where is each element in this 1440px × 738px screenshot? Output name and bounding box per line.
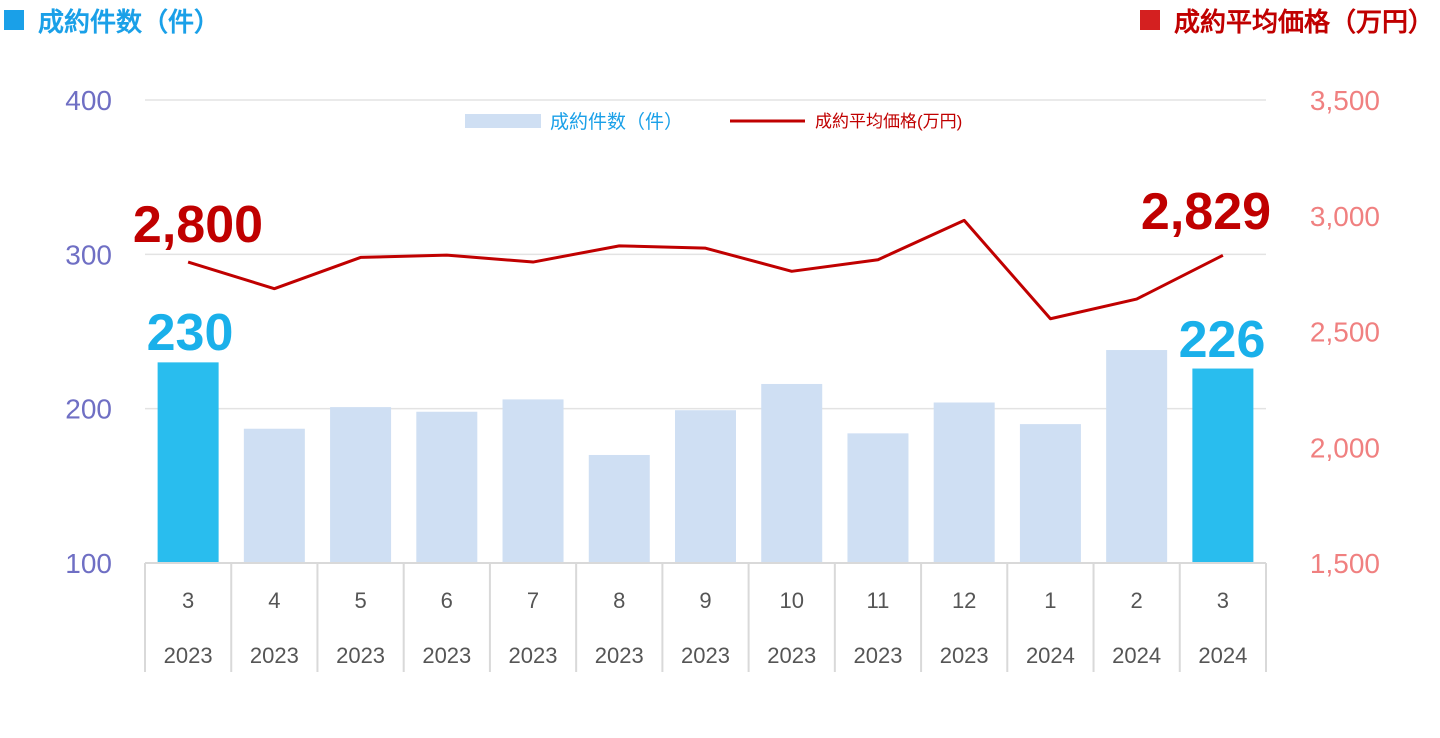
- x-tick-year: 2023: [422, 643, 471, 668]
- data-labels: 230 226 2,800 2,829: [133, 183, 1271, 369]
- x-axis: 3 2023 4 2023 5 2023 6 2023 7 2023 8 2023 9 2023 10 202…: [144, 562, 1267, 672]
- bar: [416, 411, 478, 563]
- x-tick-year: 2024: [1112, 643, 1161, 668]
- x-tick-month: 1: [1044, 588, 1056, 613]
- left-axis-title: 成約件数（件）: [4, 0, 220, 40]
- label-price-first: 2,800: [133, 196, 263, 254]
- line-series: [187, 218, 1224, 321]
- label-count-first: 230: [147, 304, 234, 362]
- x-tick-month: 3: [182, 588, 194, 613]
- x-tick-month: 3: [1217, 588, 1229, 613]
- x-tick-month: 12: [952, 588, 976, 613]
- legend-bar-label: 成約件数（件）: [550, 111, 683, 133]
- legend-bar-swatch: [465, 114, 541, 128]
- x-tick-year: 2023: [767, 643, 816, 668]
- x-tick-year: 2023: [940, 643, 989, 668]
- x-tick-month: 5: [354, 588, 366, 613]
- bar: [1192, 368, 1254, 563]
- x-tick-month: 7: [527, 588, 539, 613]
- x-tick-year: 2023: [164, 643, 213, 668]
- left-tick-label: 200: [65, 394, 112, 425]
- bar: [330, 407, 392, 563]
- gridlines: [145, 99, 1266, 410]
- label-count-last: 226: [1179, 311, 1266, 369]
- right-axis: 1,500 2,000 2,500 3,000 3,500: [1310, 85, 1380, 579]
- bar: [933, 402, 995, 563]
- bar: [243, 428, 305, 563]
- x-tick-month: 11: [867, 588, 890, 613]
- x-tick-year: 2023: [250, 643, 299, 668]
- legend: 成約件数（件） 成約平均価格(万円): [465, 111, 962, 133]
- x-tick-month: 10: [779, 588, 803, 613]
- x-tick-year: 2023: [509, 643, 558, 668]
- x-tick-month: 6: [441, 588, 453, 613]
- right-axis-title: 成約平均価格（万円）: [1139, 0, 1434, 40]
- bar: [588, 454, 650, 563]
- x-tick-year: 2023: [595, 643, 644, 668]
- right-tick-label: 2,500: [1310, 317, 1380, 348]
- left-tick-label: 100: [65, 548, 112, 579]
- right-tick-label: 2,000: [1310, 432, 1380, 463]
- x-tick-month: 8: [613, 588, 625, 613]
- bar: [675, 410, 736, 563]
- right-tick-label: 1,500: [1310, 548, 1380, 579]
- bar: [502, 399, 564, 563]
- bar: [847, 433, 909, 563]
- x-tick-month: 9: [699, 588, 711, 613]
- left-legend-square: [4, 10, 24, 30]
- right-legend-square: [1139, 10, 1160, 30]
- x-tick-year: 2024: [1198, 643, 1247, 668]
- x-tick-year: 2023: [336, 643, 385, 668]
- x-tick-month: 2: [1131, 588, 1143, 613]
- bar-series: [157, 350, 1254, 563]
- right-tick-label: 3,500: [1310, 85, 1380, 116]
- x-tick-year: 2024: [1026, 643, 1075, 668]
- x-tick-month: 4: [268, 588, 280, 613]
- bar: [761, 383, 823, 563]
- left-axis-title-text: 成約件数（件）: [38, 6, 221, 37]
- bar: [157, 362, 219, 563]
- right-axis-title-text: 成約平均価格（万円）: [1173, 6, 1434, 37]
- bar: [1019, 424, 1081, 563]
- x-tick-year: 2023: [853, 643, 902, 668]
- left-tick-label: 400: [65, 85, 112, 116]
- left-tick-label: 300: [65, 239, 112, 270]
- right-tick-label: 3,000: [1310, 201, 1380, 232]
- x-tick-year: 2023: [681, 643, 730, 668]
- label-price-last: 2,829: [1141, 183, 1271, 241]
- price-line: [187, 218, 1224, 321]
- bar: [1106, 350, 1168, 563]
- legend-line-label: 成約平均価格(万円): [815, 112, 962, 131]
- left-axis: 100 200 300 400: [65, 85, 112, 579]
